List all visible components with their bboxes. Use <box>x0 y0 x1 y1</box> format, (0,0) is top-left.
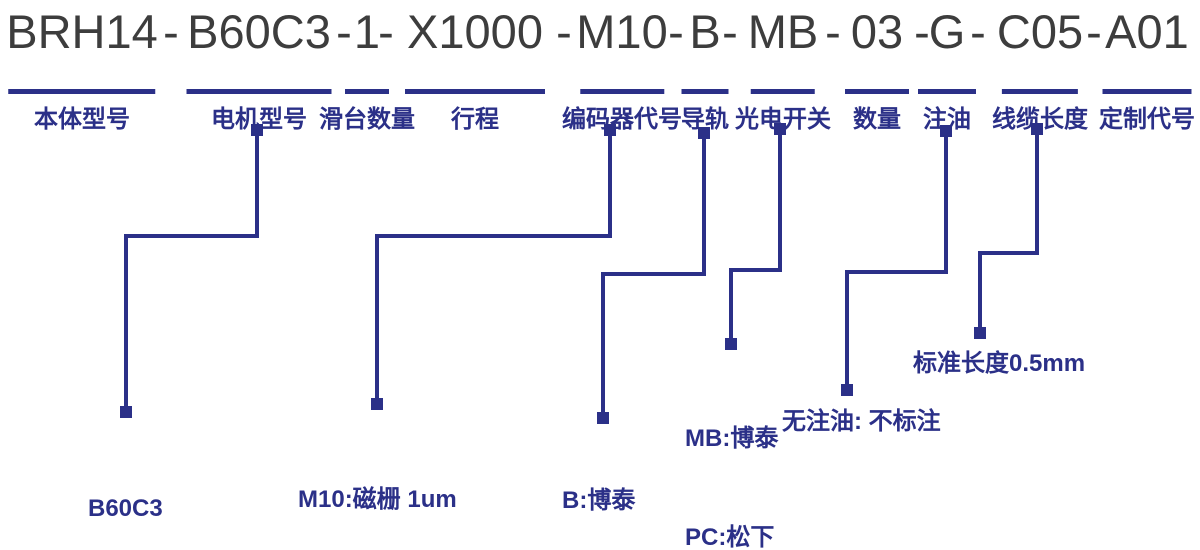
cable-length-note: 标准长度0.5mm <box>913 350 1086 377</box>
leader-line <box>601 272 706 276</box>
leader-line <box>375 234 379 402</box>
code-separator: - <box>722 5 738 58</box>
leader-line <box>1035 129 1039 255</box>
leader-end-node <box>120 406 132 418</box>
segment-underline <box>1001 89 1078 94</box>
motor-model-options: B60C3 B60C4 B60C6 <box>88 429 163 550</box>
code-separator: - <box>378 5 394 58</box>
option-item: M10:磁栅 1um <box>298 486 457 513</box>
code-separator: - <box>970 5 986 58</box>
leader-line <box>601 272 605 416</box>
field-label: 定制代号 <box>1099 106 1195 133</box>
code-segment: A01 <box>1105 5 1189 58</box>
segment-underline <box>845 89 909 94</box>
segment-underline <box>186 89 332 94</box>
segment-underline <box>1102 89 1192 94</box>
leader-line <box>124 234 259 238</box>
code-separator: - <box>163 5 179 58</box>
leader-line <box>729 268 782 272</box>
code-segment: B60C3 <box>187 5 331 58</box>
code-separator: - <box>668 5 684 58</box>
leader-line <box>124 234 128 410</box>
code-part-cable-length: C05 线缆长度 <box>992 5 1088 134</box>
option-item: B:博泰 <box>562 487 636 514</box>
code-part-slider-qty: 1 滑台数量 <box>319 5 415 134</box>
code-part-custom-code: A01 定制代号 <box>1099 5 1195 134</box>
leader-line <box>255 130 259 238</box>
code-separator: - <box>336 5 352 58</box>
segment-underline <box>8 89 156 94</box>
leader-line <box>729 268 733 340</box>
code-part-body-model: BRH14 本体型号 <box>6 5 158 134</box>
leader-line <box>845 270 948 274</box>
code-segment: 1 <box>353 5 381 58</box>
code-part-guide-rail: B 导轨 <box>681 5 729 134</box>
leader-line <box>978 251 1039 255</box>
field-label: 本体型号 <box>33 106 130 133</box>
code-segment: C05 <box>996 5 1084 58</box>
leader-end-node <box>841 384 853 396</box>
code-separator: - <box>556 5 572 58</box>
leader-end-node <box>371 398 383 410</box>
segment-underline <box>580 89 664 94</box>
segment-underline <box>345 89 389 94</box>
code-part-oiling: G 注油 <box>918 5 976 133</box>
code-separator: - <box>1086 5 1102 58</box>
field-label: 编码器代号 <box>562 106 682 133</box>
code-segment: MB <box>747 5 819 58</box>
field-label: 滑台数量 <box>319 106 415 133</box>
guide-rail-options: B:博泰 H:上银 T:THK <box>562 421 635 550</box>
leader-line <box>375 234 612 238</box>
code-segment: 03 <box>850 5 904 58</box>
code-segment: M10 <box>576 5 668 58</box>
leader-line <box>944 131 948 274</box>
field-label: 数量 <box>853 106 901 133</box>
segment-underline <box>681 89 729 94</box>
leader-line <box>778 129 782 272</box>
segment-underline <box>751 89 815 94</box>
code-part-encoder: M10 编码器代号 <box>562 5 682 134</box>
option-item: B60C3 <box>88 495 163 522</box>
code-part-stroke: X1000 行程 <box>405 5 545 133</box>
leader-line <box>845 270 849 387</box>
code-separator: - <box>914 5 930 58</box>
leader-end-node <box>597 412 609 424</box>
segment-underline <box>918 89 976 94</box>
encoder-code-options: M10:磁栅 1um G10:光栅 1um G05:光栅 0.5um <box>298 420 482 550</box>
leader-line <box>978 251 982 330</box>
photo-switch-options: MB:博泰 PC:松下 <box>685 356 778 550</box>
leader-end-node <box>974 327 986 339</box>
option-item: PC:松下 <box>685 524 775 550</box>
leader-line <box>608 130 612 238</box>
code-part-motor-model: B60C3 电机型号 <box>186 5 332 133</box>
segment-underline <box>405 89 545 94</box>
oiling-note: 无注油: 不标注 <box>782 408 941 435</box>
code-part-qty: 03 数量 <box>845 5 909 133</box>
code-segment: B <box>689 5 721 58</box>
leader-line <box>702 133 706 276</box>
code-separator: - <box>825 5 841 58</box>
leader-end-node <box>725 338 737 350</box>
option-item: MB:博泰 <box>685 425 779 452</box>
code-part-photo-switch: MB 光电开关 <box>735 5 831 134</box>
field-label: 行程 <box>451 106 499 133</box>
code-segment: X1000 <box>407 5 543 58</box>
code-segment: G <box>928 5 966 58</box>
code-segment: BRH14 <box>6 5 158 58</box>
